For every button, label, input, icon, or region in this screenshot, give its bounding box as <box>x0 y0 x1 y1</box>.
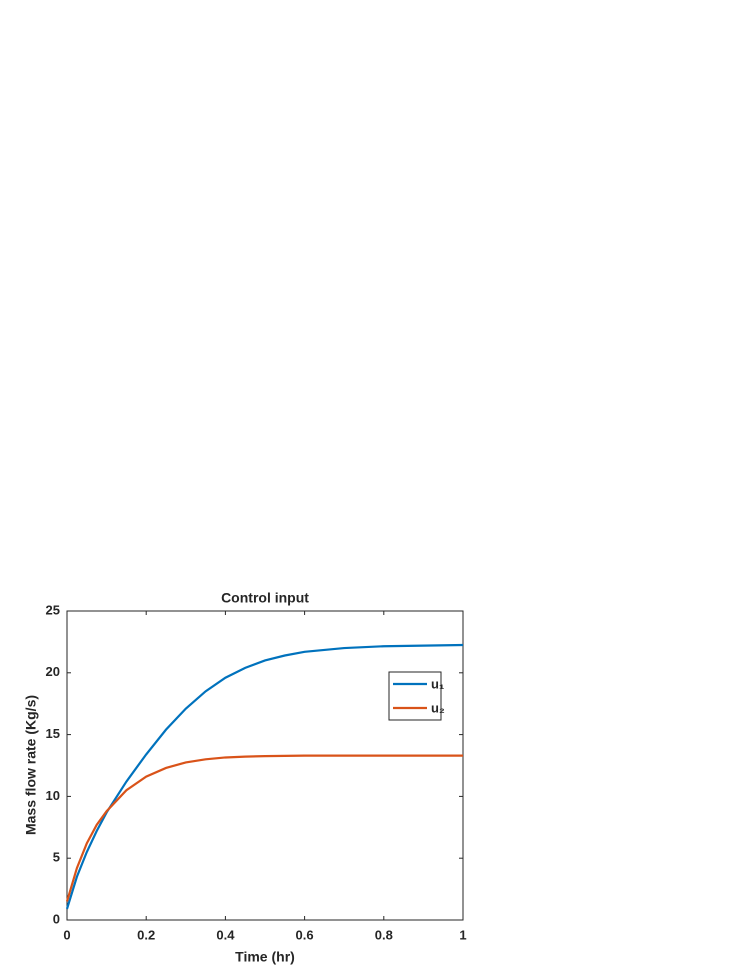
x-tick-label: 0 <box>63 927 70 942</box>
chart-title: Control input <box>221 590 309 606</box>
legend-label: u₁ <box>431 676 444 691</box>
x-tick-label: 1 <box>459 927 466 942</box>
y-tick-label: 5 <box>53 850 60 865</box>
x-tick-label: 0.6 <box>296 927 314 942</box>
y-tick-label: 15 <box>46 726 60 741</box>
x-tick-label: 0.8 <box>375 927 393 942</box>
y-tick-label: 20 <box>46 664 60 679</box>
y-axis-label: Mass flow rate (Kg/s) <box>23 695 39 835</box>
x-tick-label: 0.2 <box>137 927 155 942</box>
y-tick-label: 0 <box>53 911 60 926</box>
x-axis-label: Time (hr) <box>235 949 295 965</box>
legend-box <box>388 671 442 721</box>
data-line <box>65 754 463 902</box>
y-tick-label: 10 <box>46 788 60 803</box>
plot-area <box>66 610 464 921</box>
legend-label: u₂ <box>431 700 445 715</box>
x-tick-label: 0.4 <box>216 927 235 942</box>
y-tick-label: 25 <box>46 602 60 617</box>
data-line <box>65 643 464 910</box>
